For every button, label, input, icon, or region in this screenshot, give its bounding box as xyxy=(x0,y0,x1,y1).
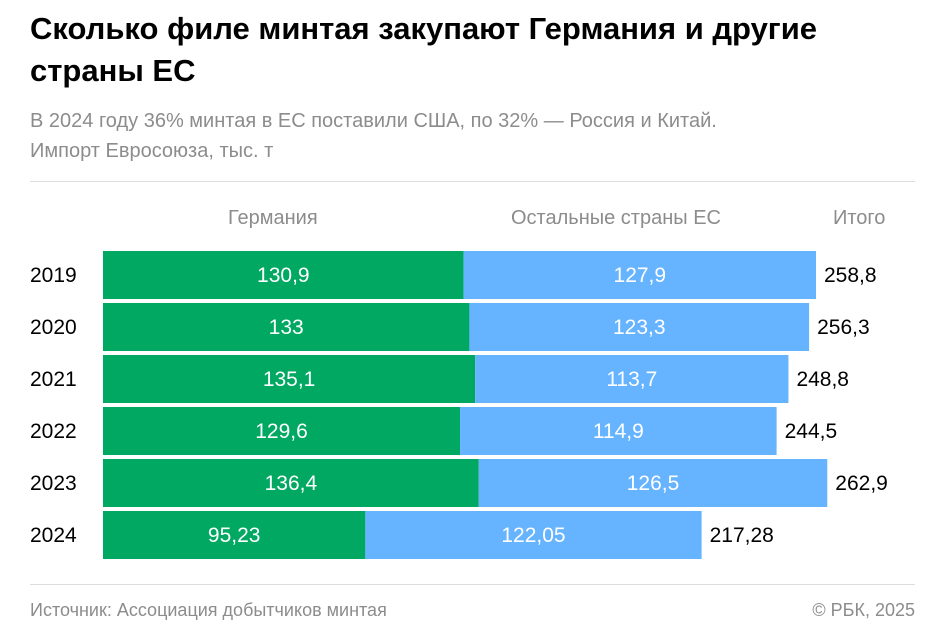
total-label: 262,9 xyxy=(835,472,888,495)
data-label: 123,3 xyxy=(613,316,666,339)
bar-other-eu xyxy=(475,355,789,403)
data-label: 95,23 xyxy=(208,524,261,547)
data-label: 127,9 xyxy=(614,264,667,287)
bar-germany xyxy=(103,251,464,299)
bar-germany xyxy=(103,459,479,507)
data-label: 136,4 xyxy=(265,472,318,495)
bar-other-eu xyxy=(478,459,828,507)
data-label: 126,5 xyxy=(627,472,680,495)
total-label: 258,8 xyxy=(824,264,877,287)
chart-subtitle: В 2024 году 36% минтая в ЕС поставили СШ… xyxy=(30,106,930,166)
chart-title: Сколько филе минтая закупают Германия и … xyxy=(30,11,818,88)
category-label: 2020 xyxy=(30,316,77,339)
data-label: 114,9 xyxy=(593,420,644,443)
category-label: 2021 xyxy=(30,368,77,391)
category-label: 2019 xyxy=(30,264,77,287)
subtitle-line-2: Импорт Евросоюза, тыс. т xyxy=(30,140,274,162)
data-label: 133 xyxy=(269,316,304,339)
bottom-divider xyxy=(30,584,915,585)
category-label: 2024 xyxy=(30,524,77,547)
bar-other-eu xyxy=(365,511,702,559)
data-label: 122,05 xyxy=(501,524,565,547)
top-divider xyxy=(30,181,915,182)
bar-germany xyxy=(103,511,366,559)
data-label: 130,9 xyxy=(257,264,310,287)
legend-germany: Германия xyxy=(228,207,318,229)
totals-header: Итого xyxy=(833,207,886,229)
total-label: 244,5 xyxy=(785,420,838,443)
bar-other-eu xyxy=(460,407,777,455)
data-label: 135,1 xyxy=(263,368,316,391)
category-label: 2022 xyxy=(30,420,77,443)
total-label: 217,28 xyxy=(710,524,774,547)
subtitle-line-1: В 2024 году 36% минтая в ЕС поставили СШ… xyxy=(30,110,717,132)
legend-other-eu: Остальные страны ЕС xyxy=(511,207,721,229)
bar-germany xyxy=(103,303,470,351)
category-label: 2023 xyxy=(30,472,77,495)
bar-germany xyxy=(103,355,476,403)
data-label: 113,7 xyxy=(606,368,657,391)
bar-germany xyxy=(103,407,461,455)
total-label: 256,3 xyxy=(817,316,870,339)
total-label: 248,8 xyxy=(796,368,849,391)
copyright: © РБК, 2025 xyxy=(812,600,915,620)
data-label: 129,6 xyxy=(255,420,308,443)
bar-other-eu xyxy=(469,303,810,351)
bar-other-eu xyxy=(463,251,816,299)
source-note: Источник: Ассоциация добытчиков минтая xyxy=(30,600,387,620)
